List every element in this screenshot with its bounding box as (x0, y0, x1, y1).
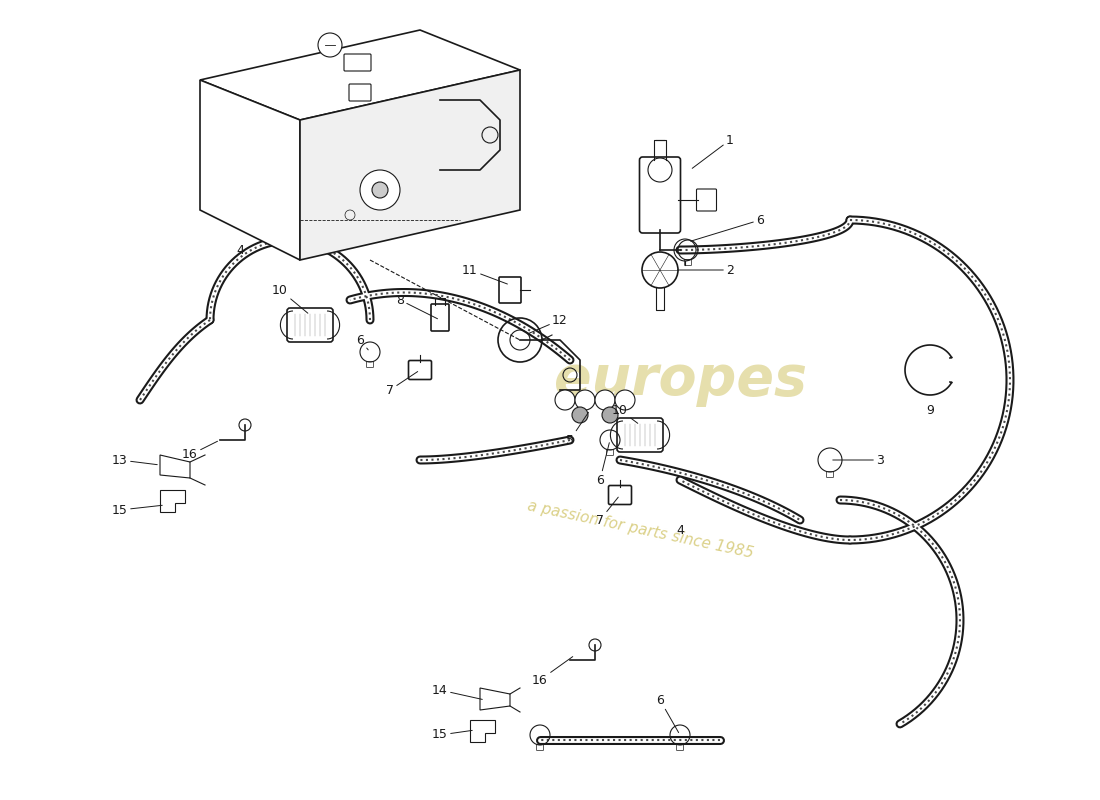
Text: 12: 12 (528, 314, 568, 334)
FancyBboxPatch shape (639, 157, 681, 233)
Polygon shape (470, 720, 495, 742)
Circle shape (556, 390, 575, 410)
Text: 11: 11 (462, 263, 507, 284)
Text: 15: 15 (432, 729, 472, 742)
Text: 16: 16 (183, 442, 218, 462)
Polygon shape (300, 70, 520, 260)
Polygon shape (200, 80, 300, 260)
Circle shape (602, 407, 618, 423)
Text: 6: 6 (656, 694, 679, 733)
Text: 10: 10 (612, 403, 638, 423)
Text: europes: europes (553, 353, 806, 407)
FancyBboxPatch shape (617, 418, 663, 452)
Text: 4: 4 (236, 243, 244, 257)
Text: 9: 9 (926, 403, 934, 417)
Circle shape (572, 407, 588, 423)
Text: 5: 5 (566, 412, 588, 446)
Text: 15: 15 (112, 503, 162, 517)
Polygon shape (200, 30, 520, 120)
Text: 6: 6 (596, 442, 609, 486)
Text: 6: 6 (356, 334, 369, 350)
Text: 8: 8 (396, 294, 438, 318)
Text: 16: 16 (532, 657, 573, 686)
Circle shape (642, 252, 678, 288)
Text: 7: 7 (596, 497, 618, 526)
Text: 10: 10 (272, 283, 308, 314)
Polygon shape (160, 490, 185, 512)
Circle shape (615, 390, 635, 410)
Polygon shape (480, 688, 510, 710)
Text: 14: 14 (432, 683, 482, 699)
Text: 1: 1 (692, 134, 734, 168)
FancyBboxPatch shape (287, 308, 333, 342)
Circle shape (318, 33, 342, 57)
Text: 4: 4 (676, 523, 684, 537)
Circle shape (360, 170, 400, 210)
Circle shape (595, 390, 615, 410)
Polygon shape (160, 455, 190, 478)
Circle shape (372, 182, 388, 198)
Text: 2: 2 (678, 263, 734, 277)
Circle shape (575, 390, 595, 410)
Text: 13: 13 (112, 454, 157, 466)
Text: 3: 3 (833, 454, 884, 466)
Text: a passion for parts since 1985: a passion for parts since 1985 (526, 498, 755, 562)
Text: 6: 6 (691, 214, 763, 241)
Text: 7: 7 (386, 371, 418, 397)
